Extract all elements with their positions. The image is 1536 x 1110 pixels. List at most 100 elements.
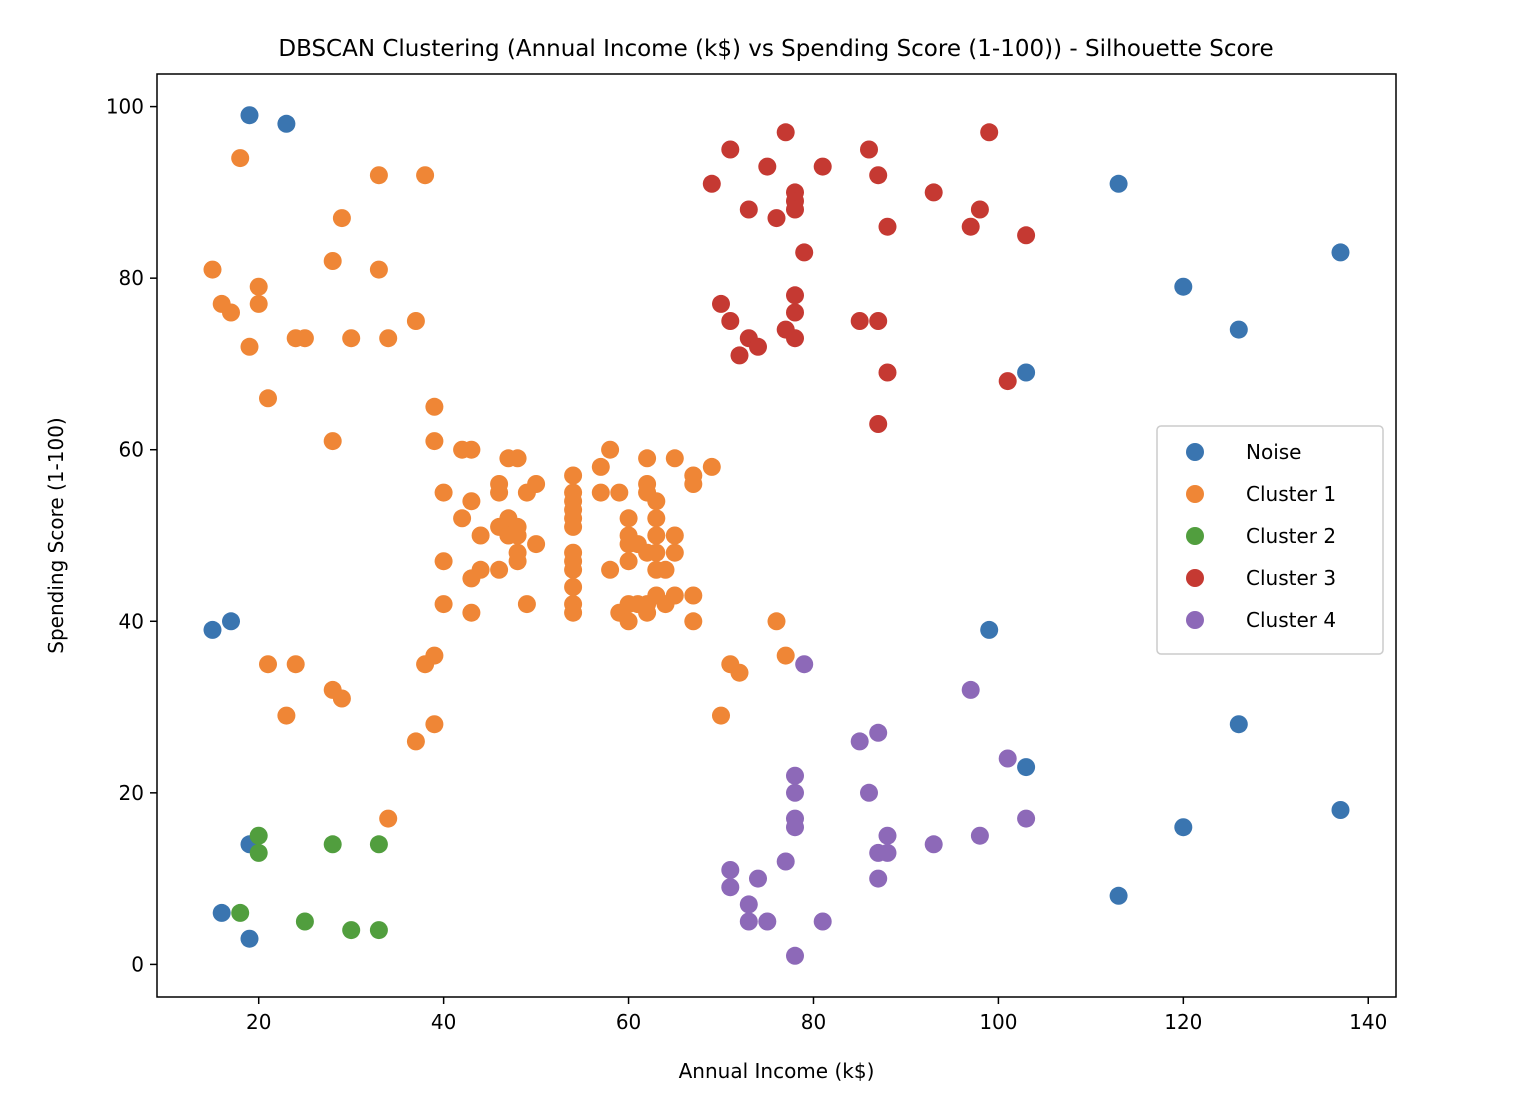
- legend-item: Cluster 1: [1186, 482, 1336, 506]
- data-point: [240, 106, 259, 125]
- data-point: [970, 826, 989, 845]
- data-point: [665, 543, 684, 562]
- data-point: [425, 432, 444, 451]
- data-point: [434, 595, 453, 614]
- data-point: [259, 389, 277, 408]
- data-point: [1229, 715, 1248, 734]
- data-point: [712, 706, 730, 725]
- data-point: [490, 560, 509, 579]
- x-tick-label: 20: [246, 1010, 271, 1034]
- data-point: [342, 329, 361, 348]
- data-point: [508, 449, 527, 468]
- legend-box: [1156, 425, 1384, 655]
- data-point: [277, 706, 296, 725]
- data-point: [323, 835, 342, 854]
- data-point: [379, 329, 398, 348]
- data-point: [776, 123, 795, 142]
- data-point: [684, 612, 703, 631]
- data-point: [591, 483, 610, 502]
- data-point: [776, 852, 795, 871]
- data-point: [878, 826, 897, 845]
- legend-marker: [1186, 485, 1204, 503]
- data-point: [1017, 363, 1036, 382]
- legend-item: Cluster 3: [1186, 566, 1336, 590]
- data-point: [860, 783, 878, 802]
- data-point: [564, 578, 583, 596]
- data-point: [249, 826, 268, 845]
- data-point: [970, 200, 989, 219]
- data-point: [749, 337, 767, 356]
- data-point: [591, 457, 610, 476]
- data-point: [712, 294, 730, 313]
- data-point: [813, 912, 832, 931]
- legend-item: Cluster 2: [1186, 524, 1336, 548]
- series-cluster-3: [702, 123, 1036, 433]
- data-point: [961, 217, 980, 236]
- data-point: [721, 140, 740, 159]
- y-axis-label: Spending Score (1-100): [44, 417, 68, 653]
- y-tick-label: 40: [119, 609, 144, 633]
- data-point: [1109, 174, 1128, 193]
- data-point: [434, 483, 453, 502]
- data-point: [739, 200, 758, 219]
- data-point: [786, 286, 804, 305]
- y-tick-label: 100: [106, 95, 144, 119]
- data-point: [647, 526, 666, 545]
- data-point: [295, 329, 314, 348]
- data-point: [998, 372, 1017, 391]
- data-point: [240, 929, 259, 948]
- data-point: [656, 560, 675, 579]
- data-point: [869, 166, 888, 185]
- data-point: [249, 294, 268, 313]
- data-point: [203, 260, 222, 279]
- data-point: [490, 483, 509, 502]
- data-point: [1017, 809, 1036, 828]
- data-point: [231, 149, 250, 168]
- data-point: [767, 209, 786, 228]
- data-point: [471, 526, 490, 545]
- data-point: [1109, 886, 1128, 905]
- chart-title: DBSCAN Clustering (Annual Income (k$) vs…: [278, 36, 1273, 62]
- data-point: [369, 260, 388, 279]
- plot-frame: [156, 73, 1397, 998]
- data-point: [425, 397, 444, 416]
- data-point: [406, 732, 425, 751]
- data-point: [924, 835, 943, 854]
- series-cluster-4: [721, 655, 1036, 965]
- data-point: [619, 552, 638, 571]
- data-point: [342, 921, 361, 940]
- data-point: [647, 509, 666, 528]
- data-point: [702, 174, 721, 193]
- data-point: [231, 903, 250, 922]
- data-point: [564, 560, 583, 579]
- data-point: [462, 492, 481, 511]
- legend-marker: [1186, 611, 1204, 629]
- data-point: [240, 337, 259, 356]
- data-point: [462, 569, 481, 588]
- series-noise: [203, 106, 1350, 948]
- data-point: [1174, 818, 1193, 837]
- data-point: [860, 140, 878, 159]
- legend-marker: [1186, 569, 1204, 587]
- x-tick-label: 60: [616, 1010, 641, 1034]
- data-point: [684, 586, 703, 605]
- data-point: [758, 157, 777, 176]
- data-point: [416, 655, 435, 674]
- data-point: [369, 166, 388, 185]
- data-point: [980, 620, 999, 639]
- data-point: [203, 620, 222, 639]
- x-tick-label: 80: [801, 1010, 826, 1034]
- legend-marker: [1186, 443, 1204, 461]
- data-point: [878, 363, 897, 382]
- data-point: [980, 123, 999, 142]
- data-point: [453, 509, 472, 528]
- y-tick-label: 20: [119, 781, 144, 805]
- data-point: [1017, 226, 1036, 245]
- data-point: [1331, 243, 1350, 262]
- x-tick-label: 120: [1164, 1010, 1202, 1034]
- data-point: [222, 303, 240, 322]
- data-point: [564, 517, 583, 536]
- data-point: [786, 200, 804, 219]
- data-point: [286, 655, 305, 674]
